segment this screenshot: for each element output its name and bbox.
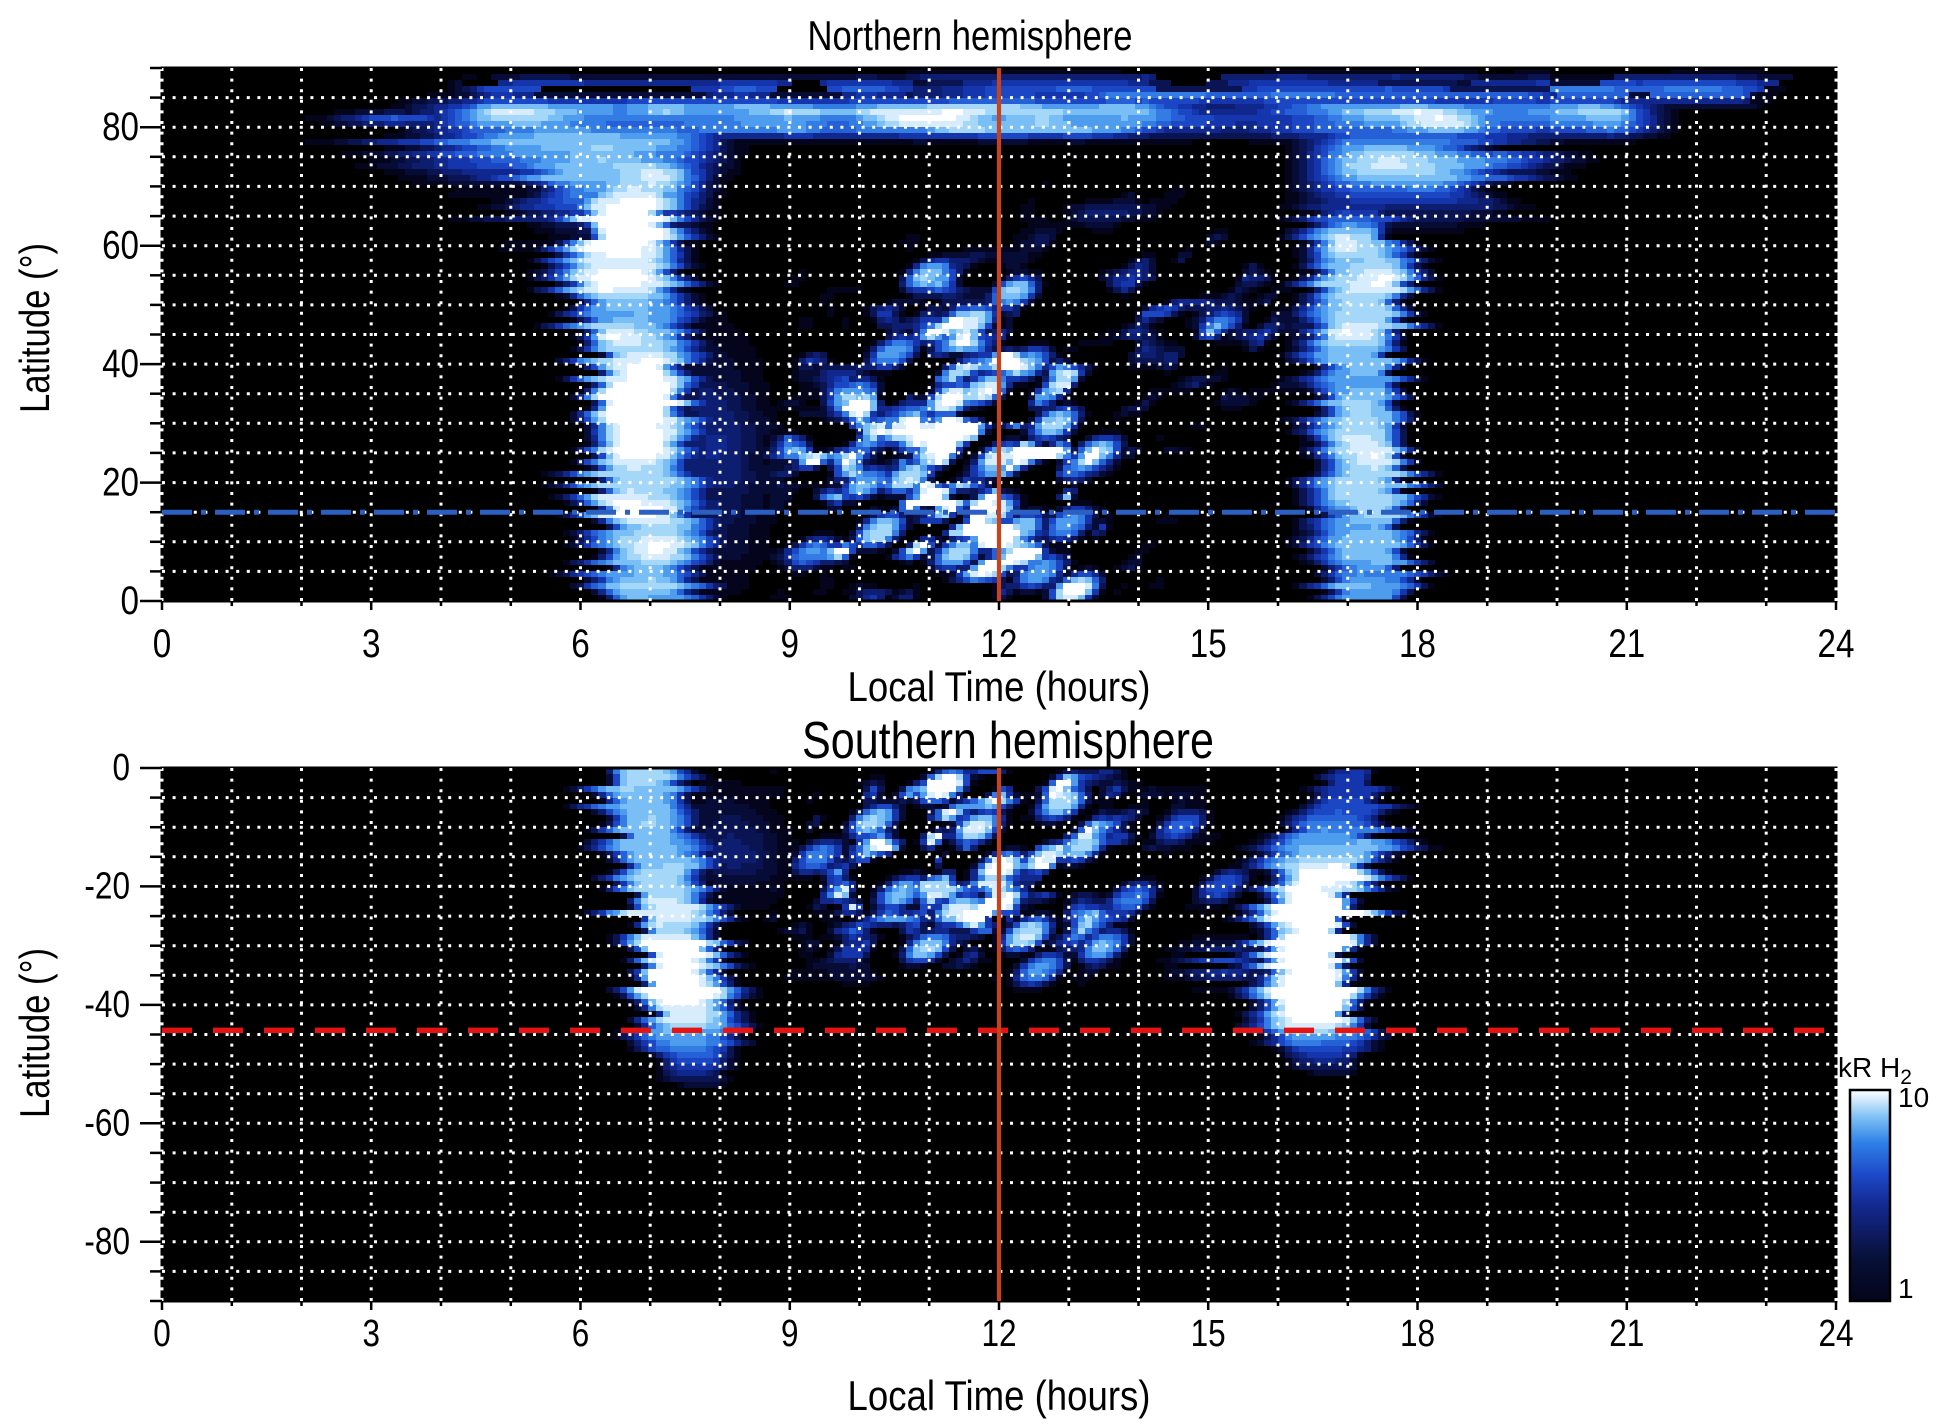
svg-text:-20: -20 — [84, 865, 130, 907]
svg-text:0: 0 — [121, 579, 140, 623]
svg-text:3: 3 — [362, 622, 381, 666]
svg-text:10: 10 — [1898, 1082, 1929, 1113]
svg-text:21: 21 — [1609, 1313, 1644, 1355]
svg-text:21: 21 — [1608, 622, 1645, 666]
svg-text:15: 15 — [1191, 1313, 1226, 1355]
svg-text:-60: -60 — [84, 1102, 130, 1144]
svg-text:-40: -40 — [84, 984, 130, 1026]
svg-text:9: 9 — [781, 622, 800, 666]
svg-text:-80: -80 — [84, 1221, 130, 1263]
svg-text:Local Time (hours): Local Time (hours) — [848, 1372, 1151, 1419]
svg-text:0: 0 — [113, 747, 131, 789]
svg-text:24: 24 — [1818, 622, 1855, 666]
svg-text:9: 9 — [781, 1313, 799, 1355]
svg-text:18: 18 — [1400, 1313, 1435, 1355]
svg-text:1: 1 — [1898, 1273, 1914, 1304]
svg-text:Southern hemisphere: Southern hemisphere — [802, 712, 1214, 770]
svg-text:Local Time (hours): Local Time (hours) — [848, 663, 1151, 710]
svg-text:60: 60 — [102, 224, 139, 268]
svg-text:18: 18 — [1399, 622, 1436, 666]
svg-text:Latitude (°): Latitude (°) — [11, 948, 58, 1118]
svg-text:0: 0 — [153, 622, 172, 666]
svg-text:0: 0 — [153, 1313, 171, 1355]
svg-text:80: 80 — [102, 105, 139, 149]
svg-text:Northern hemisphere: Northern hemisphere — [808, 12, 1133, 59]
svg-text:6: 6 — [571, 622, 590, 666]
svg-text:Latitude (°): Latitude (°) — [11, 243, 58, 413]
svg-text:3: 3 — [362, 1313, 380, 1355]
svg-text:20: 20 — [102, 461, 139, 505]
svg-text:15: 15 — [1190, 622, 1227, 666]
svg-text:12: 12 — [981, 1313, 1016, 1355]
svg-text:12: 12 — [981, 622, 1018, 666]
svg-text:kR H2: kR H2 — [1838, 1052, 1912, 1089]
svg-text:24: 24 — [1818, 1313, 1853, 1355]
svg-text:40: 40 — [102, 342, 139, 386]
svg-text:6: 6 — [572, 1313, 590, 1355]
